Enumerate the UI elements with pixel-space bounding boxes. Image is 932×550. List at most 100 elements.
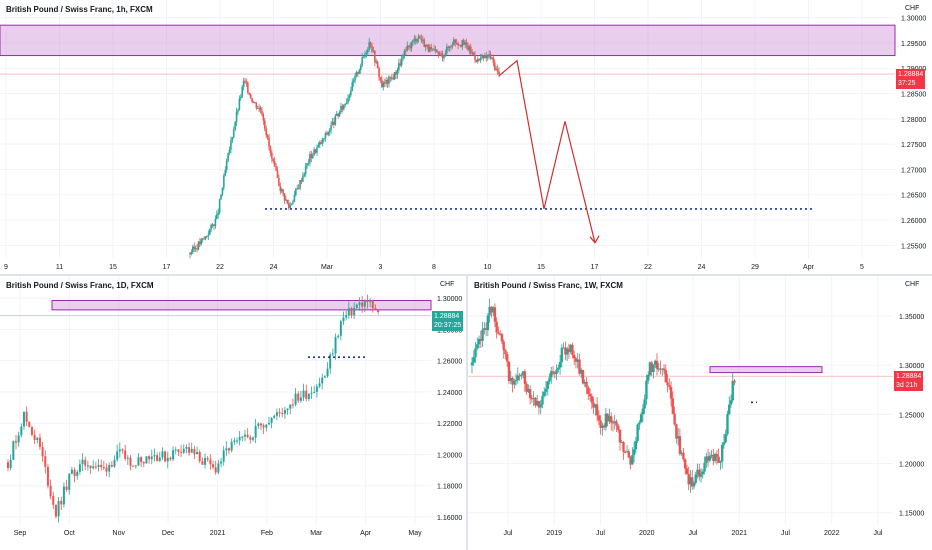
candle-body bbox=[511, 377, 514, 385]
x-tick-label: 22 bbox=[644, 264, 652, 271]
projection-arrowhead bbox=[589, 235, 600, 244]
candle-body bbox=[562, 347, 565, 349]
x-tick-label: 10 bbox=[484, 264, 492, 271]
candle-body bbox=[590, 396, 594, 403]
candle-body bbox=[482, 55, 485, 59]
candle-body bbox=[650, 362, 653, 373]
candle-body bbox=[479, 57, 482, 61]
candle-body bbox=[441, 53, 444, 59]
candle-body bbox=[17, 435, 20, 443]
candle-body bbox=[289, 205, 291, 208]
y-tick-label: 1.24000 bbox=[437, 390, 462, 397]
candle-body bbox=[345, 102, 348, 104]
price-label-1w: 1.28884 3d 21h bbox=[894, 371, 924, 392]
candle-body bbox=[302, 175, 304, 182]
x-tick-label: 8 bbox=[432, 264, 436, 271]
candle-body bbox=[664, 370, 667, 383]
y-tick-label: 1.26500 bbox=[901, 193, 926, 200]
candle-body bbox=[392, 77, 394, 80]
chart-canvas-1d[interactable]: 1.16000 1.18000 1.20000 1.22000 1.24000 1.260… bbox=[0, 276, 466, 550]
candle-body bbox=[527, 389, 530, 392]
x-tick-label: Sep bbox=[14, 530, 27, 537]
candle-body bbox=[625, 451, 629, 453]
candle-body bbox=[220, 461, 223, 464]
candle-body bbox=[555, 369, 558, 375]
chart-pane-1w[interactable]: 1.15000 1.20000 1.25000 1.30000 1.35000 Jul 20… bbox=[468, 276, 932, 550]
candle-body bbox=[402, 54, 404, 59]
pane-separator-horizontal[interactable] bbox=[0, 274, 932, 276]
candle-body bbox=[483, 328, 486, 330]
chart-pane-1d[interactable]: 1.16000 1.18000 1.20000 1.22000 1.24000 1.260… bbox=[0, 276, 466, 550]
candle-body bbox=[209, 459, 212, 465]
chart-canvas-1w[interactable]: 1.15000 1.20000 1.25000 1.30000 1.35000 Jul 20… bbox=[468, 276, 932, 550]
candle-body bbox=[453, 39, 455, 46]
candle-body bbox=[578, 359, 581, 374]
candle-body bbox=[495, 68, 497, 70]
candle-body bbox=[342, 317, 345, 322]
candle-body bbox=[224, 170, 227, 176]
candle-body bbox=[295, 189, 297, 196]
candle-body bbox=[588, 394, 592, 397]
x-tick-label: 2021 bbox=[731, 530, 747, 537]
candle-body bbox=[632, 449, 636, 456]
candle-body bbox=[673, 413, 676, 425]
candle-body bbox=[199, 241, 201, 245]
chart-pane-1h[interactable]: 1.25500 1.26000 1.26500 1.27000 1.27500 1.280… bbox=[0, 0, 932, 276]
candle-body bbox=[251, 437, 254, 440]
candle-body bbox=[676, 436, 680, 439]
candle-body bbox=[359, 65, 362, 70]
x-tick-label: 29 bbox=[751, 264, 759, 271]
candle-body bbox=[429, 47, 431, 52]
x-tick-label: Nov bbox=[113, 530, 126, 537]
candle-body bbox=[567, 348, 571, 352]
candle-body bbox=[350, 91, 352, 96]
candle-body bbox=[84, 459, 87, 466]
candle-body bbox=[406, 45, 409, 51]
candle-body bbox=[203, 238, 205, 240]
candle-body bbox=[276, 170, 279, 178]
candle-body bbox=[174, 449, 177, 451]
candle-body bbox=[609, 416, 613, 423]
candle-body bbox=[307, 393, 310, 399]
candle-body bbox=[269, 146, 272, 153]
candle-body bbox=[121, 449, 124, 451]
y-tick-label: 1.30000 bbox=[899, 363, 924, 370]
candle-body bbox=[7, 462, 9, 469]
candle-body bbox=[161, 451, 164, 458]
candle-body bbox=[407, 45, 410, 47]
candle-body bbox=[268, 137, 270, 147]
candle-body bbox=[196, 451, 199, 455]
candle-body bbox=[263, 120, 266, 129]
candle-body bbox=[234, 121, 236, 130]
candle-body bbox=[618, 429, 622, 443]
candle-body bbox=[296, 188, 299, 190]
y-tick-label: 1.27500 bbox=[901, 142, 926, 149]
candle-body bbox=[193, 448, 196, 455]
candle-body bbox=[188, 447, 191, 453]
candle-body bbox=[713, 454, 717, 461]
y-tick-label: 1.26000 bbox=[901, 218, 926, 225]
candle-body bbox=[409, 45, 411, 49]
x-tick-label: Apr bbox=[803, 264, 815, 271]
pane-separator-vertical[interactable] bbox=[466, 276, 468, 550]
candle-body bbox=[377, 309, 380, 313]
candle-body bbox=[433, 48, 435, 50]
candle-body bbox=[364, 53, 366, 57]
candle-body bbox=[413, 38, 416, 41]
x-tick-label: 3 bbox=[379, 264, 383, 271]
candle-body bbox=[275, 166, 277, 171]
candle-body bbox=[333, 121, 335, 125]
candle-body bbox=[624, 451, 627, 453]
candle-body bbox=[493, 62, 496, 70]
candle-body bbox=[691, 477, 694, 487]
chart-canvas-1h[interactable]: 1.25500 1.26000 1.26500 1.27000 1.27500 1.280… bbox=[0, 0, 932, 276]
candle-body bbox=[337, 113, 339, 117]
price-value-1d: 1.28884 bbox=[434, 312, 460, 320]
candle-body bbox=[594, 404, 597, 408]
candle-body bbox=[701, 471, 704, 475]
candle-body bbox=[680, 452, 683, 454]
candle-body bbox=[479, 338, 483, 341]
candle-body bbox=[430, 47, 433, 50]
candle-body bbox=[595, 404, 599, 416]
candle-body bbox=[245, 81, 248, 83]
